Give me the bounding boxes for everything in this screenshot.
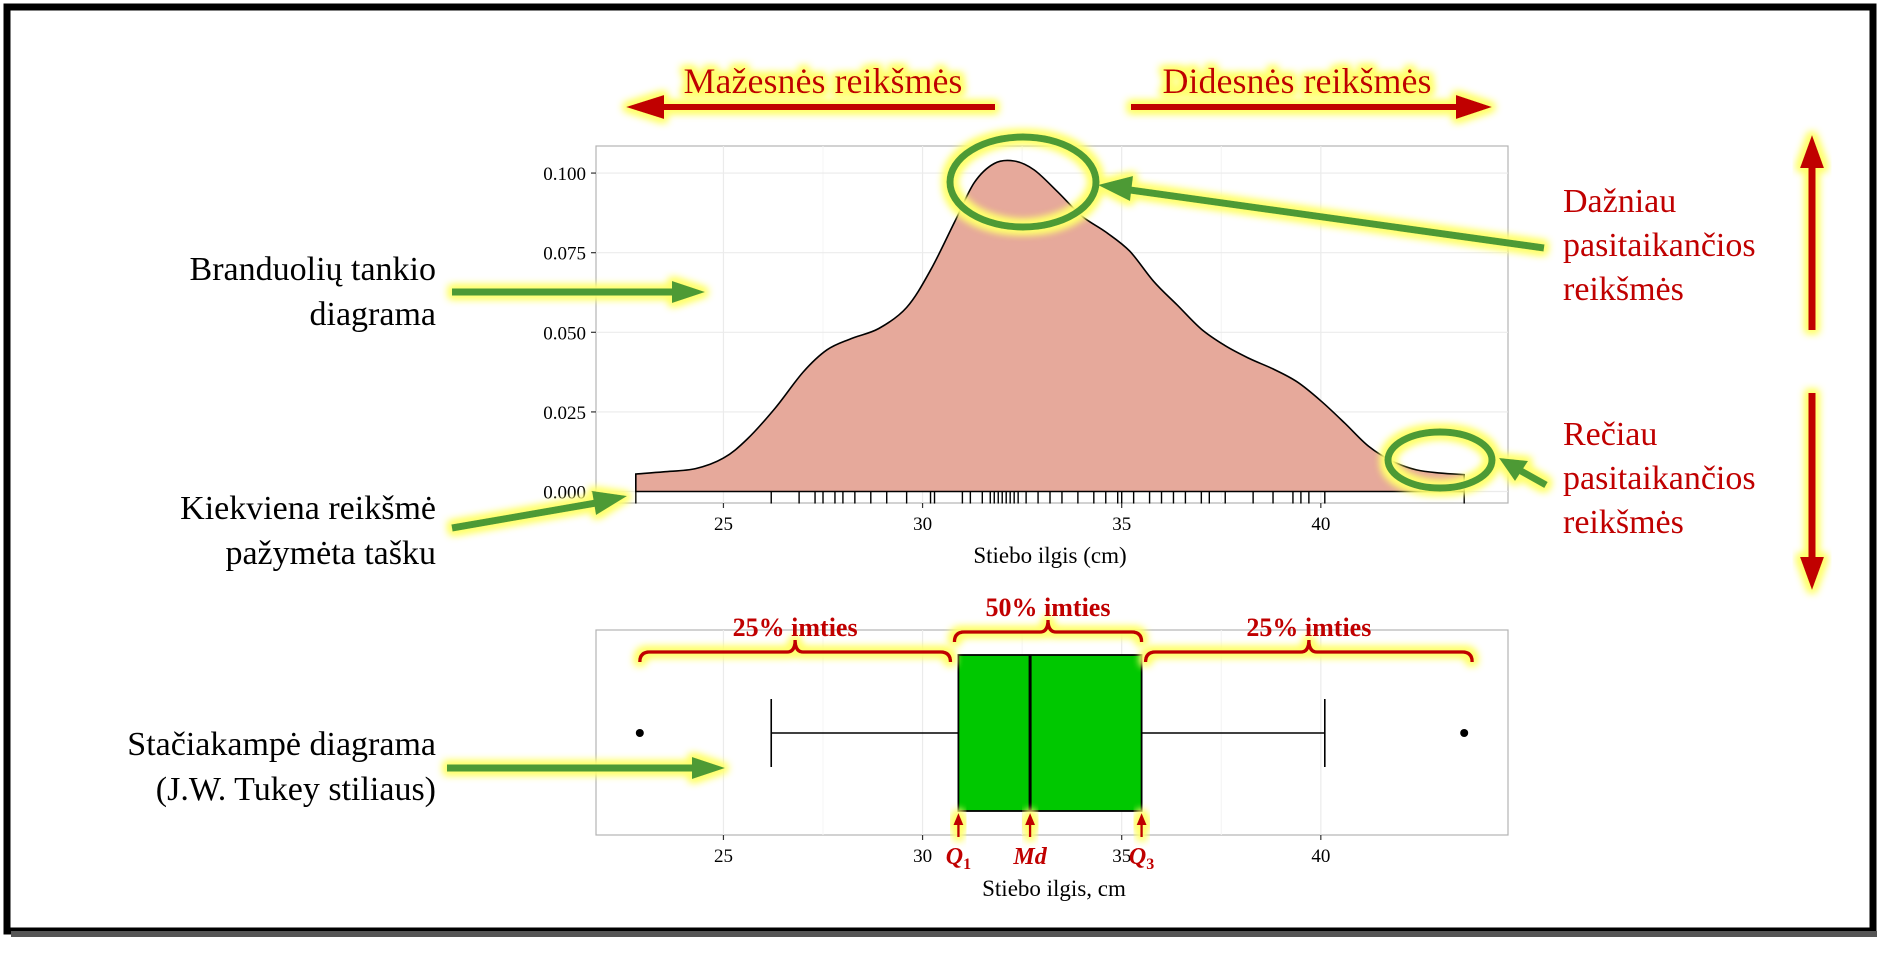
density-x-tick-label: 30 xyxy=(913,514,932,535)
kde-label-line-1: Branduolių tankio xyxy=(190,251,436,288)
boxplot-x-tick-label: 35 xyxy=(1112,846,1131,867)
boxplot-annotation: Stačiakampė diagrama (J.W. Tukey stiliau… xyxy=(127,726,725,808)
rare-values-annotation: Rečiau pasitaikančios reikšmės xyxy=(1384,416,1756,541)
rare-label-line-1: Rečiau xyxy=(1563,416,1657,453)
density-x-axis: 25 30 35 40 xyxy=(714,503,1330,535)
boxplot-x-tick-label: 25 xyxy=(714,846,733,867)
frequent-arrowhead xyxy=(1098,176,1133,201)
marker-arrowhead xyxy=(953,813,964,825)
rug-label-line-2: pažymėta tašku xyxy=(225,535,436,572)
bracket-label: 25% imties xyxy=(733,613,858,642)
bracket-curve xyxy=(952,619,1144,643)
rug-label-line-1: Kiekviena reikšmė xyxy=(180,490,436,527)
quartile-bracket xyxy=(1143,639,1474,663)
rug-arrowhead xyxy=(592,491,627,515)
density-y-axis: 0.000 0.025 0.050 0.075 0.100 xyxy=(543,164,596,504)
up-arrowhead xyxy=(1800,135,1824,168)
marker-label: Q1 xyxy=(946,844,971,873)
density-y-tick-label: 0.025 xyxy=(543,403,586,424)
density-x-axis-title: Stiebo ilgis (cm) xyxy=(973,543,1126,568)
down-arrowhead xyxy=(1800,557,1824,590)
marker-arrowhead xyxy=(1025,813,1036,825)
frequent-arrow-shaft xyxy=(1129,186,1545,252)
right-arrowhead xyxy=(1456,95,1492,119)
quartile-marker xyxy=(1136,813,1147,837)
density-y-tick-label: 0.100 xyxy=(543,164,586,185)
rare-label-line-3: reikšmės xyxy=(1563,504,1684,541)
frequent-label-line-1: Dažniau xyxy=(1563,183,1676,220)
density-y-tick-label: 0.075 xyxy=(543,244,586,265)
frequent-label-line-2: pasitaikančios xyxy=(1563,227,1756,264)
bracket-label: 25% imties xyxy=(1246,613,1371,642)
rare-label-line-2: pasitaikančios xyxy=(1563,460,1756,497)
interquartile-box xyxy=(957,654,1143,812)
kde-label-line-2: diagrama xyxy=(310,296,437,333)
bracket-curve xyxy=(638,639,953,663)
quartile-brackets: 25% imties 50% imties 25% imties xyxy=(638,593,1474,663)
marker-arrowhead xyxy=(1136,813,1147,825)
boxplot-x-tick-label: 30 xyxy=(913,846,932,867)
larger-values-label: Didesnės reikšmės xyxy=(1163,61,1432,101)
quartile-markers: Q1 Md Q3 xyxy=(946,813,1154,873)
vertical-frequency-arrows xyxy=(1800,135,1824,590)
boxplot-x-tick-label: 40 xyxy=(1311,846,1330,867)
rug-marks xyxy=(635,491,1465,504)
boxplot: 25 30 35 40 Stiebo ilgis, cm xyxy=(595,629,1509,901)
outlier-point xyxy=(1460,729,1469,737)
frame-shadow xyxy=(11,931,1877,937)
larger-values-annotation: Didesnės reikšmės xyxy=(1131,61,1492,119)
rug-annotation: Kiekviena reikšmė pažymėta tašku xyxy=(180,490,627,572)
tail-highlight-ellipse xyxy=(1384,428,1496,492)
rare-arrow-shaft xyxy=(1519,467,1548,489)
kde-arrowhead xyxy=(672,281,705,303)
boxplot-label-line-1: Stačiakampė diagrama xyxy=(127,726,436,763)
quartile-marker xyxy=(953,813,964,837)
density-y-tick-label: 0.000 xyxy=(543,483,586,504)
boxplot-x-axis: 25 30 35 40 xyxy=(714,835,1330,867)
left-arrowhead xyxy=(626,95,664,119)
density-y-tick-label: 0.050 xyxy=(543,323,586,344)
density-plot: 0.000 0.025 0.050 0.075 0.100 25 30 35 40 Stieb… xyxy=(543,145,1509,568)
kde-annotation: Branduolių tankio diagrama xyxy=(190,251,705,333)
smaller-values-annotation: Mažesnės reikšmės xyxy=(626,61,995,119)
marker-label: Md xyxy=(1012,844,1047,870)
rug-arrow-shaft xyxy=(451,499,597,532)
density-x-tick-label: 25 xyxy=(714,514,733,535)
outlier-point xyxy=(635,729,644,737)
quartile-bracket xyxy=(952,619,1144,643)
boxplot-x-axis-title: Stiebo ilgis, cm xyxy=(982,876,1126,901)
density-curve xyxy=(635,159,1465,493)
quartile-marker xyxy=(1025,813,1036,837)
marker-label: Q3 xyxy=(1129,844,1154,873)
density-x-tick-label: 35 xyxy=(1112,514,1131,535)
bracket-label: 50% imties xyxy=(986,593,1111,622)
peak-highlight-ellipse xyxy=(946,133,1100,231)
density-x-tick-label: 40 xyxy=(1311,514,1330,535)
frequent-label-line-3: reikšmės xyxy=(1563,271,1684,308)
quartile-bracket xyxy=(638,639,953,663)
smaller-values-label: Mažesnės reikšmės xyxy=(684,61,963,101)
rare-arrowhead xyxy=(1499,458,1528,481)
frequent-values-annotation: Dažniau pasitaikančios reikšmės xyxy=(946,133,1756,308)
boxplot-label-line-2: (J.W. Tukey stiliaus) xyxy=(156,771,436,808)
boxplot-arrowhead xyxy=(692,757,725,779)
bracket-curve xyxy=(1143,639,1474,663)
